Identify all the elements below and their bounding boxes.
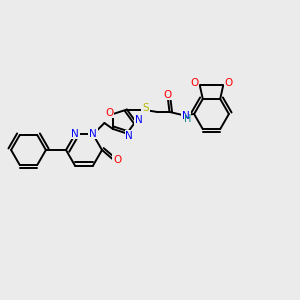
Text: N: N <box>182 111 190 121</box>
Text: H: H <box>184 114 192 124</box>
Text: O: O <box>105 108 113 118</box>
Text: O: O <box>164 89 172 100</box>
Text: N: N <box>71 128 79 139</box>
Text: O: O <box>190 78 199 88</box>
Text: N: N <box>125 131 133 141</box>
Text: O: O <box>224 78 233 88</box>
Text: N: N <box>89 128 97 139</box>
Text: S: S <box>142 103 149 113</box>
Text: O: O <box>113 155 122 165</box>
Text: N: N <box>135 115 143 125</box>
